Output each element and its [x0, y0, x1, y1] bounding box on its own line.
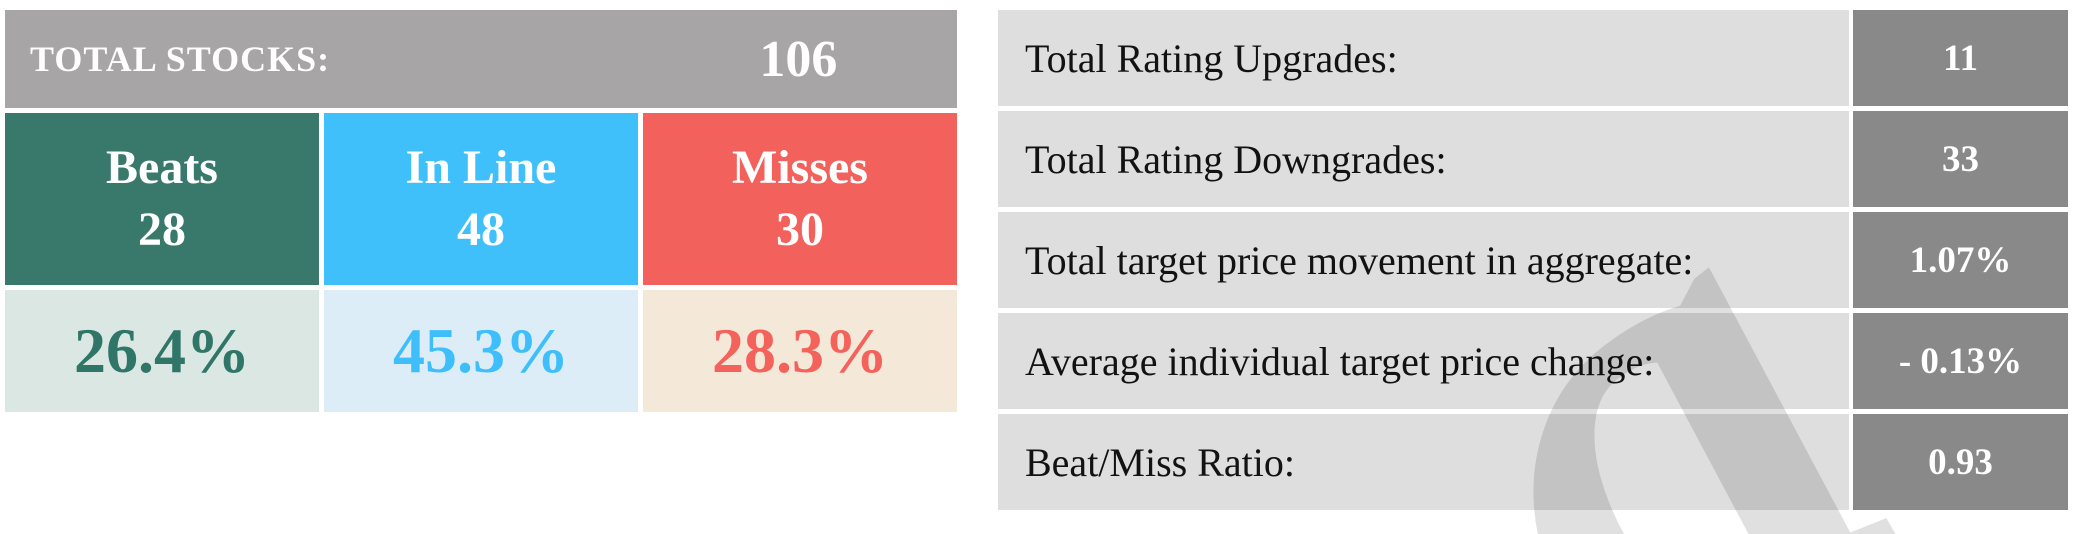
aggregate-target-price-value: 1.07% [1853, 212, 2068, 308]
beats-cell: Beats 28 [5, 113, 319, 285]
inline-label: In Line [405, 141, 557, 194]
beats-label: Beats [106, 141, 218, 194]
beats-count: 28 [138, 203, 186, 256]
rating-upgrades-label: Total Rating Upgrades: [998, 10, 1849, 106]
rating-downgrades-label: Total Rating Downgrades: [998, 111, 1849, 207]
rating-upgrades-value: 11 [1853, 10, 2068, 106]
beat-miss-ratio-value: 0.93 [1853, 414, 2068, 510]
misses-cell: Misses 30 [643, 113, 957, 285]
inline-cell: In Line 48 [324, 113, 638, 285]
inline-count: 48 [457, 203, 505, 256]
beat-miss-ratio-label: Beat/Miss Ratio: [998, 414, 1849, 510]
total-stocks-label: TOTAL STOCKS: [30, 39, 331, 79]
misses-label: Misses [732, 141, 868, 194]
total-stocks-value: 106 [759, 30, 838, 88]
misses-count: 30 [776, 203, 824, 256]
inline-percent: 45.3% [324, 290, 638, 412]
aggregate-target-price-label: Total target price movement in aggregate… [998, 212, 1849, 308]
beats-percent: 26.4% [5, 290, 319, 412]
avg-target-price-value: - 0.13% [1853, 313, 2068, 409]
rating-downgrades-value: 33 [1853, 111, 2068, 207]
misses-percent: 28.3% [643, 290, 957, 412]
stocks-summary-table: TOTAL STOCKS: 106 Beats 28 In Line 48 Mi… [5, 10, 957, 412]
avg-target-price-label: Average individual target price change: [998, 313, 1849, 409]
total-stocks-header: TOTAL STOCKS: 106 [5, 10, 957, 108]
ratings-summary-table: Total Rating Upgrades: 11 Total Rating D… [998, 10, 2068, 510]
